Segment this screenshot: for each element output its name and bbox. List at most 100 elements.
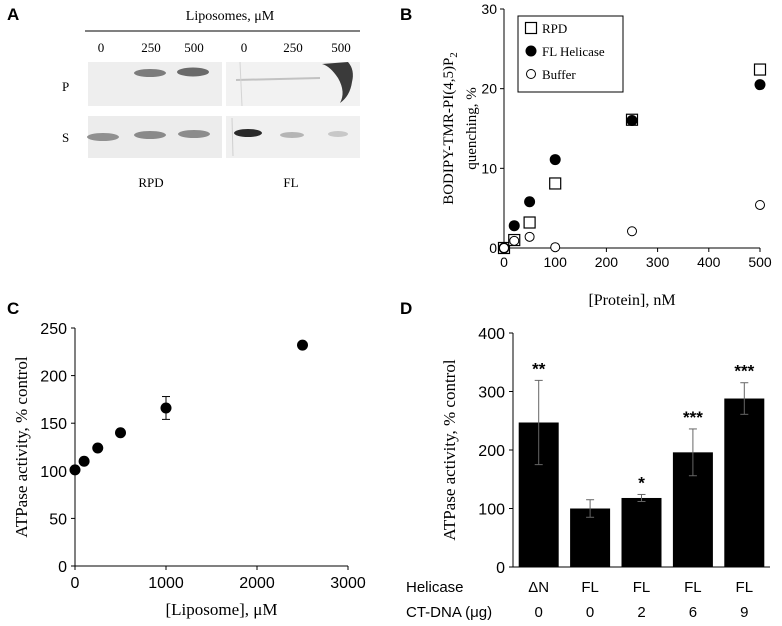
x-axis-label: [Protein], nM: [588, 292, 675, 309]
conc-label: 500: [184, 40, 204, 55]
point-buffer: [509, 235, 520, 246]
dna-amount-label: 2: [637, 604, 645, 621]
panel-b-letter: B: [400, 5, 412, 24]
data-point: [160, 402, 172, 414]
dna-amount-label: 0: [586, 604, 594, 621]
blot-streak: [239, 61, 243, 107]
y-tick-label: 150: [40, 416, 67, 433]
x-tick-label: 300: [646, 254, 670, 270]
data-point: [297, 339, 308, 351]
x-tick-label: 3000: [330, 575, 366, 592]
helicase-category-label: FL: [736, 579, 754, 596]
dna-amount-label: 6: [689, 604, 697, 621]
chart-c: 0 50 100 150 200 250 0 1000 2000 3000 [Liposome], …: [12, 321, 366, 619]
x-tick-label: 200: [595, 254, 619, 270]
y-tick-label: 10: [481, 160, 497, 176]
data-point: [69, 464, 81, 476]
dna-amount-label: 9: [740, 604, 748, 621]
significance-mark: ***: [683, 408, 703, 427]
y-tick-label: 50: [49, 511, 67, 528]
legend-marker: [526, 69, 536, 79]
panel-d-letter: D: [400, 299, 412, 318]
bar: [724, 398, 765, 567]
y-axis-label: BODIPY-TMR-PI(4,5)P2: [441, 52, 460, 205]
blot-band: [177, 67, 209, 77]
point-buffer: [499, 243, 509, 253]
blot-streak: [235, 77, 321, 81]
dna-amount-label: 0: [535, 604, 543, 621]
y-tick-label: 20: [481, 81, 497, 97]
blot-band: [328, 131, 348, 137]
conc-label: 0: [98, 40, 105, 55]
y-tick-label: 200: [40, 369, 67, 386]
group-label-fl: FL: [283, 175, 298, 190]
blot-band: [234, 129, 262, 137]
concentration-labels: 0 250 500 0 250 500: [98, 40, 351, 55]
conc-label: 250: [141, 40, 161, 55]
y-axis-label-line2: quenching, %: [464, 87, 480, 169]
y-tick-label: 200: [478, 443, 505, 460]
point-fl-helicase: [626, 115, 638, 127]
data-point: [115, 427, 126, 439]
panel-c-letter: C: [7, 299, 19, 318]
x-tick-label: 100: [544, 254, 568, 270]
x-axis-label: [Liposome], μM: [165, 600, 277, 619]
significance-mark: *: [638, 473, 645, 492]
x-tick-label: 400: [697, 254, 721, 270]
helicase-category-label: FL: [581, 579, 599, 596]
point-rpd: [549, 177, 562, 190]
x-tick-label: 0: [500, 254, 508, 270]
point-rpd: [753, 63, 767, 76]
x-tick-label: 500: [748, 254, 772, 270]
x-tick-label: 0: [71, 575, 80, 592]
significance-mark: **: [532, 359, 546, 378]
blot-smear: [322, 62, 353, 103]
y-tick-label: 300: [478, 385, 505, 402]
legend-label: FL Helicase: [542, 44, 605, 59]
point-buffer: [524, 231, 535, 242]
legend-marker: [524, 21, 538, 35]
point-buffer: [755, 199, 765, 210]
y-axis-label: ATPase activity, % control: [440, 359, 459, 540]
point-fl-helicase: [549, 154, 561, 166]
blot-header: Liposomes, μM: [186, 9, 275, 24]
y-axis-label: ATPase activity, % control: [12, 356, 31, 537]
bar: [570, 508, 611, 567]
blot-band: [178, 130, 210, 138]
data-point: [92, 442, 104, 454]
point-fl-helicase: [754, 79, 766, 91]
x-tick-label: 1000: [148, 575, 184, 592]
y-tick-label: 100: [40, 464, 67, 481]
y-tick-label: 0: [489, 240, 497, 256]
row-label-s: S: [62, 130, 69, 145]
helicase-category-label: FL: [633, 579, 651, 596]
row-label-p: P: [62, 79, 69, 94]
x-tick-label: 2000: [239, 575, 275, 592]
helicase-category-label: FL: [684, 579, 702, 596]
helicase-category-label: ΔN: [528, 579, 549, 596]
conc-label: 500: [331, 40, 351, 55]
conc-label: 0: [241, 40, 248, 55]
y-tick-label: 250: [40, 321, 67, 338]
panel-a-letter: A: [7, 5, 19, 24]
y-tick-label: 30: [481, 1, 497, 17]
y-tick-label: 400: [478, 326, 505, 343]
bar: [621, 497, 662, 567]
blot-band: [134, 69, 166, 77]
legend-label: RPD: [542, 21, 567, 36]
dna-row-label: CT-DNA (μg): [406, 604, 492, 621]
blot-streak: [231, 117, 234, 157]
point-fl-helicase: [524, 196, 536, 208]
point-buffer: [550, 242, 561, 253]
blot-band: [134, 131, 166, 139]
legend-marker: [525, 45, 537, 57]
y-tick-label: 0: [58, 559, 67, 576]
point-fl-helicase: [508, 220, 520, 232]
data-point: [78, 455, 90, 467]
legend-label: Buffer: [542, 67, 576, 82]
blot-band: [87, 133, 119, 141]
group-label-rpd: RPD: [138, 175, 163, 190]
significance-mark: ***: [734, 362, 754, 381]
